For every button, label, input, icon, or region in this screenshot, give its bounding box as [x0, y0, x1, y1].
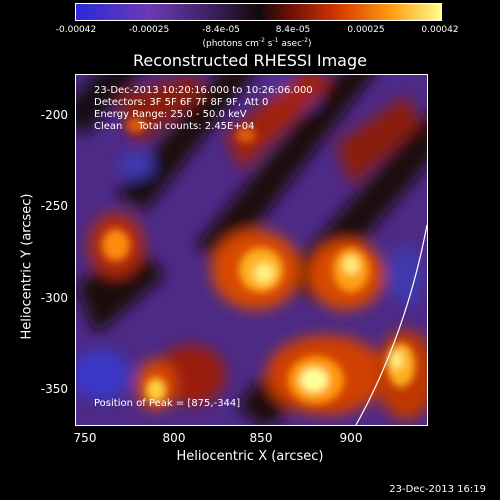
y-axis-label: Heliocentric Y (arcsec): [19, 193, 35, 340]
x-axis-label: Heliocentric X (arcsec): [176, 449, 324, 464]
colorbar: [75, 3, 442, 21]
time-range: 23-Dec-2013 10:20:16.000 to 10:26:06.000: [94, 85, 313, 96]
timestamp: 23-Dec-2013 16:19: [389, 484, 486, 495]
colorbar-tick: -0.00025: [128, 25, 170, 35]
heatmap: [76, 75, 427, 425]
colorbar-tick: 8.4e-05: [275, 25, 311, 35]
detectors: Detectors: 3F 5F 6F 7F 8F 9F, Att 0: [94, 97, 269, 108]
clean-counts: Clean Total counts: 2.45E+04: [94, 121, 255, 132]
rhessi-image: 23-Dec-2013 10:20:16.000 to 10:26:06.000…: [75, 74, 428, 426]
colorbar-tick: 0.00025: [347, 25, 385, 35]
x-tick-label: 800: [162, 431, 186, 445]
colorbar-unit: (photons cm-2 s-1 asec-2): [202, 37, 312, 49]
y-tick-label: -200: [40, 108, 68, 122]
y-tick-label: -350: [40, 382, 68, 396]
colorbar-tick: -8.4e-05: [202, 25, 240, 35]
peak-position: Position of Peak = [875,-344]: [94, 398, 241, 409]
x-tick-label: 750: [73, 431, 97, 445]
energy-range: Energy Range: 25.0 - 50.0 keV: [94, 109, 247, 120]
plot-title: Reconstructed RHESSI Image: [133, 51, 367, 70]
colorbar-tick: -0.00042: [55, 25, 97, 35]
x-tick-label: 900: [339, 431, 363, 445]
solar-limb: [355, 224, 427, 425]
y-tick-label: -300: [40, 291, 68, 305]
x-tick-label: 850: [249, 431, 273, 445]
colorbar-tick: 0.00042: [421, 25, 459, 35]
y-tick-label: -250: [40, 199, 68, 213]
